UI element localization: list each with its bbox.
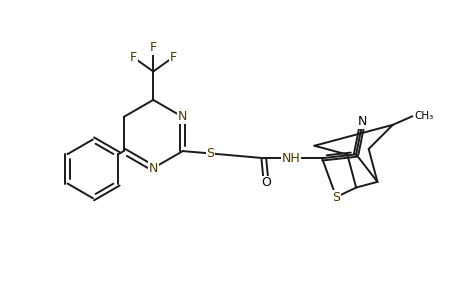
Text: CH₃: CH₃ — [414, 111, 433, 121]
Text: F: F — [169, 51, 176, 64]
Text: N: N — [178, 110, 187, 123]
Text: NH: NH — [281, 152, 300, 165]
Text: S: S — [206, 147, 214, 160]
Text: N: N — [357, 115, 367, 128]
Text: S: S — [332, 191, 339, 203]
Text: N: N — [148, 162, 158, 174]
Text: F: F — [149, 41, 157, 54]
Text: O: O — [261, 176, 270, 189]
Text: F: F — [129, 51, 137, 64]
